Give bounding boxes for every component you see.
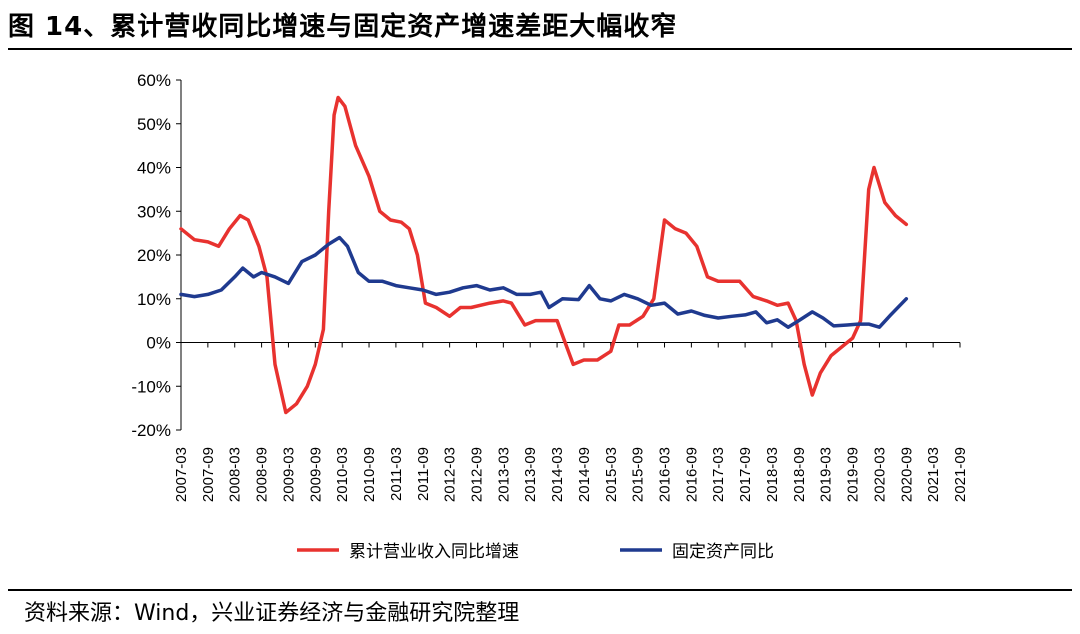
y-axis-ticks: -20% -10% 0% 10% 20% 30% 40% 50% 60% xyxy=(131,71,181,440)
x-tick-label: 2007-03 xyxy=(173,447,190,502)
x-tick-label: 2013-03 xyxy=(495,447,512,502)
y-tick-label: -10% xyxy=(131,377,171,396)
x-tick-label: 2015-03 xyxy=(603,447,620,502)
x-tick-label: 2010-03 xyxy=(334,447,351,502)
y-tick-label: 0% xyxy=(146,334,171,353)
x-tick-label: 2009-09 xyxy=(307,447,324,502)
x-tick-label: 2016-03 xyxy=(657,447,674,502)
x-tick-label: 2018-09 xyxy=(791,447,808,502)
x-tick-label: 2016-09 xyxy=(683,447,700,502)
x-tick-label: 2021-09 xyxy=(952,447,969,502)
x-tick-label: 2008-03 xyxy=(227,447,244,502)
y-tick-label: 20% xyxy=(137,246,171,265)
x-tick-label: 2020-03 xyxy=(871,447,888,502)
x-tick-label: 2015-09 xyxy=(630,447,647,502)
series-line-2 xyxy=(179,235,909,329)
x-tick-label: 2007-09 xyxy=(200,447,217,502)
legend-label-1: 累计营业收入同比增速 xyxy=(349,542,519,562)
y-tick-label: 30% xyxy=(137,202,171,221)
y-tick-label: 10% xyxy=(137,290,171,309)
x-tick-label: 2019-09 xyxy=(845,447,862,502)
x-tick-label: 2017-09 xyxy=(737,447,754,502)
top-rule xyxy=(8,48,1072,50)
x-tick-label: 2008-09 xyxy=(254,447,271,502)
x-tick-label: 2010-09 xyxy=(361,447,378,502)
x-tick-label: 2018-03 xyxy=(764,447,781,502)
y-tick-label: 40% xyxy=(137,159,171,178)
source-note: 资料来源：Wind，兴业证券经济与金融研究院整理 xyxy=(24,601,520,626)
x-tick-label: 2009-03 xyxy=(280,447,297,502)
x-tick-label: 2014-03 xyxy=(549,447,566,502)
legend: 累计营业收入同比增速 固定资产同比 xyxy=(297,542,774,562)
x-tick-label: 2014-09 xyxy=(576,447,593,502)
line-chart: -20%-10%0%10%20%30%40%50%60% 2007-03 2007… xyxy=(131,71,969,562)
x-tick-label: 2020-09 xyxy=(898,447,915,502)
x-tick-label: 2012-09 xyxy=(468,447,485,502)
x-tick-label: 2021-03 xyxy=(925,447,942,502)
x-tick-label: 2019-03 xyxy=(818,447,835,502)
x-tick-label: 2012-03 xyxy=(442,447,459,502)
legend-label-2: 固定资产同比 xyxy=(672,542,774,562)
x-tick-label: 2017-03 xyxy=(710,447,727,502)
y-tick-label: 60% xyxy=(137,71,171,90)
x-tick-label: 2013-09 xyxy=(522,447,539,502)
bottom-rule xyxy=(8,589,1072,591)
y-tick-label: -20% xyxy=(131,421,171,440)
series-line-1 xyxy=(179,95,909,415)
x-tick-label: 2011-03 xyxy=(388,447,405,501)
series-lines xyxy=(179,95,909,415)
y-tick-label: 50% xyxy=(137,115,171,134)
axes xyxy=(180,80,960,430)
x-axis-ticks: 2007-03 2007-09 2008-03 2008-09 2009-03 2009-… xyxy=(173,342,969,502)
x-tick-label: 2011-09 xyxy=(415,447,432,501)
chart-title: 图 14、累计营收同比增速与固定资产增速差距大幅收窄 xyxy=(8,12,678,42)
